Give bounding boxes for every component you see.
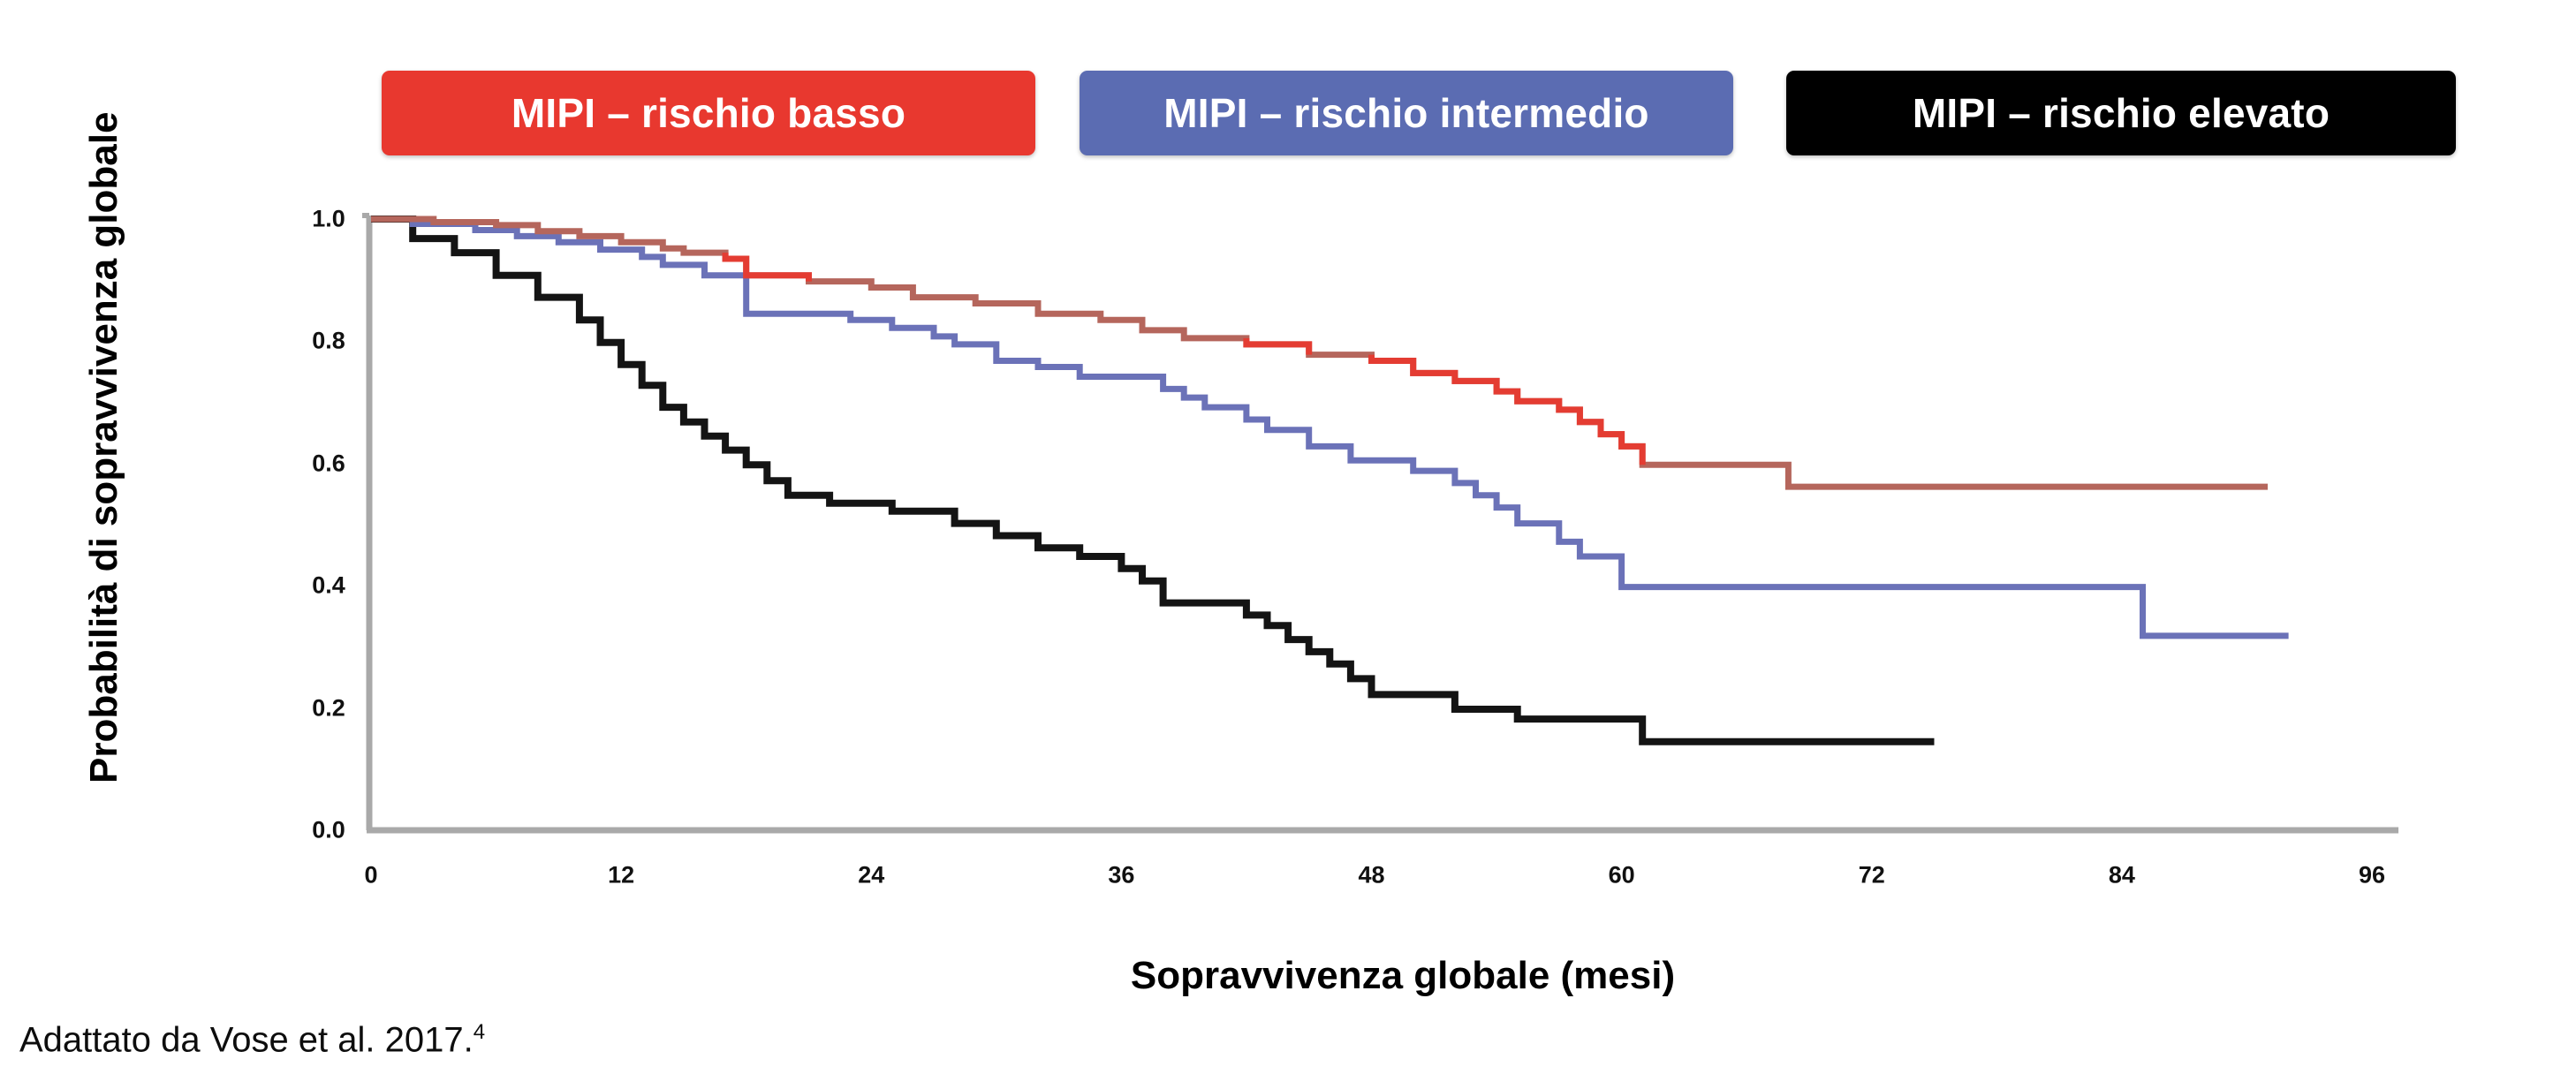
y-tick-0.6: 0.6 <box>312 450 345 477</box>
footnote-text: Adattato da Vose et al. 2017. <box>19 1020 474 1059</box>
x-tick-48: 48 <box>1358 861 1385 889</box>
survival-curve-low-risk-accent <box>722 253 812 282</box>
survival-curve-low-risk-accent <box>1368 354 1646 465</box>
legend-chip-high[interactable]: MIPI – rischio elevato <box>1786 71 2456 155</box>
survival-curve-low-risk-accent <box>1243 337 1313 355</box>
y-tick-1.0: 1.0 <box>312 205 345 232</box>
footnote-superscript: 4 <box>473 1019 486 1044</box>
y-tick-0.4: 0.4 <box>312 571 345 599</box>
survival-curve-intermediate-risk <box>371 216 2289 639</box>
x-tick-96: 96 <box>2358 861 2386 889</box>
x-axis-title: Sopravvivenza globale (mesi) <box>0 954 2576 998</box>
y-tick-0.0: 0.0 <box>312 816 345 843</box>
legend-chip-low[interactable]: MIPI – rischio basso <box>382 71 1035 155</box>
source-footnote: Adattato da Vose et al. 2017.4 <box>19 1020 485 1060</box>
y-tick-0.8: 0.8 <box>312 327 345 354</box>
survival-curve-high-risk <box>371 216 1935 745</box>
legend-chip-intermediate[interactable]: MIPI – rischio intermedio <box>1080 71 1733 155</box>
x-tick-72: 72 <box>1858 861 1885 889</box>
x-tick-0: 0 <box>364 861 378 889</box>
x-tick-24: 24 <box>858 861 885 889</box>
x-tick-12: 12 <box>608 861 635 889</box>
x-tick-60: 60 <box>1608 861 1635 889</box>
x-tick-84: 84 <box>2108 861 2135 889</box>
x-tick-36: 36 <box>1108 861 1135 889</box>
chart-legend: MIPI – rischio basso MIPI – rischio inte… <box>0 71 2576 168</box>
y-tick-0.2: 0.2 <box>312 694 345 722</box>
x-axis-title-text: Sopravvivenza globale (mesi) <box>1130 954 1676 997</box>
